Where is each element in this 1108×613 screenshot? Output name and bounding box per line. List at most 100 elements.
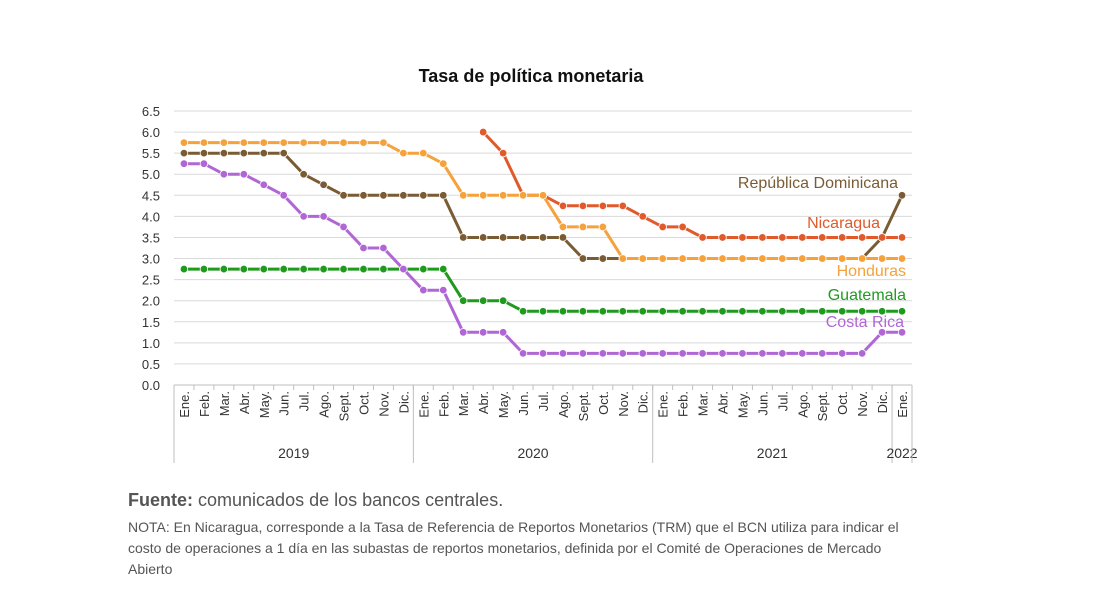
data-point (818, 254, 827, 263)
data-point (538, 349, 548, 358)
y-tick-label: 0.0 (142, 378, 160, 393)
data-point (658, 307, 667, 316)
data-point (179, 138, 189, 147)
data-point (798, 307, 807, 316)
data-point (678, 254, 687, 263)
x-month-label: Sept. (337, 391, 352, 421)
data-point (279, 191, 288, 200)
data-point (439, 285, 448, 295)
data-point (498, 328, 508, 337)
data-point (578, 307, 588, 316)
data-point (299, 212, 308, 221)
data-point (518, 349, 528, 358)
x-month-label: Jul. (536, 391, 551, 411)
data-point (578, 349, 588, 358)
x-month-label: Ago. (795, 391, 810, 418)
x-month-label: Jul. (775, 391, 790, 411)
data-point (299, 138, 308, 147)
data-point (319, 138, 328, 147)
x-month-label: May. (496, 391, 511, 418)
data-point (778, 233, 787, 242)
data-point (558, 222, 568, 232)
data-point (459, 191, 468, 200)
x-month-label: Ago. (556, 391, 571, 418)
data-point (578, 254, 588, 263)
data-point (638, 254, 647, 263)
data-point (498, 296, 508, 305)
data-point (219, 170, 229, 179)
data-point (818, 233, 827, 242)
data-point (399, 264, 408, 274)
data-point (199, 159, 209, 168)
data-point (478, 127, 488, 137)
data-point (259, 148, 268, 158)
data-point (518, 191, 528, 200)
data-point (419, 191, 428, 200)
data-point (498, 233, 508, 242)
data-point (199, 264, 209, 274)
series-label: Costa Rica (826, 314, 904, 331)
year-label: 2021 (757, 445, 788, 461)
data-point (179, 159, 189, 168)
y-tick-label: 6.0 (142, 125, 160, 140)
data-point (758, 254, 767, 263)
data-point (558, 307, 568, 316)
data-point (459, 233, 468, 242)
data-point (478, 233, 488, 242)
data-point (279, 264, 288, 274)
data-point (339, 138, 348, 147)
data-point (359, 138, 368, 147)
x-month-label: May. (735, 391, 750, 418)
data-point (558, 349, 568, 358)
data-point (738, 307, 747, 316)
data-point (379, 138, 388, 147)
data-point (279, 148, 288, 158)
data-point (698, 254, 707, 263)
data-point (598, 201, 608, 211)
series-line-guatemala (184, 267, 902, 313)
data-point (379, 243, 388, 253)
data-point (638, 349, 647, 358)
data-point (538, 191, 548, 200)
x-month-label: Sept. (576, 391, 591, 421)
data-point (339, 222, 348, 232)
y-tick-label: 4.5 (142, 188, 160, 203)
data-point (578, 201, 588, 211)
data-point (498, 191, 508, 200)
data-point (359, 264, 368, 274)
data-point (518, 307, 528, 316)
data-point (758, 307, 767, 316)
data-point (778, 349, 787, 358)
x-month-label: Mar. (456, 391, 471, 416)
data-point (439, 159, 448, 168)
data-point (638, 307, 647, 316)
data-point (798, 349, 807, 358)
data-point (399, 148, 408, 158)
x-month-label: Abr. (476, 391, 491, 414)
data-point (837, 307, 847, 316)
data-point (439, 191, 448, 200)
data-point (598, 222, 608, 232)
data-point (818, 307, 827, 316)
series-layer (179, 127, 907, 358)
data-point (778, 307, 787, 316)
data-point (897, 328, 907, 337)
data-point (219, 148, 229, 158)
data-point (239, 138, 249, 147)
data-point (219, 264, 229, 274)
data-point (837, 349, 847, 358)
source-label: Fuente: (128, 490, 193, 510)
data-point (897, 254, 907, 263)
series-label-layer: República Dominicana Nicaragua Honduras Gua… (738, 175, 906, 331)
y-tick-label: 0.5 (142, 357, 160, 372)
x-month-label: Dic. (636, 391, 651, 413)
x-month-label: Oct. (356, 391, 371, 415)
data-point (698, 307, 707, 316)
data-point (478, 296, 488, 305)
data-point (279, 138, 288, 147)
y-tick-label: 5.0 (142, 167, 160, 182)
x-month-label: Ago. (317, 391, 332, 418)
data-point (718, 307, 727, 316)
data-point (897, 191, 907, 200)
data-point (199, 138, 209, 147)
